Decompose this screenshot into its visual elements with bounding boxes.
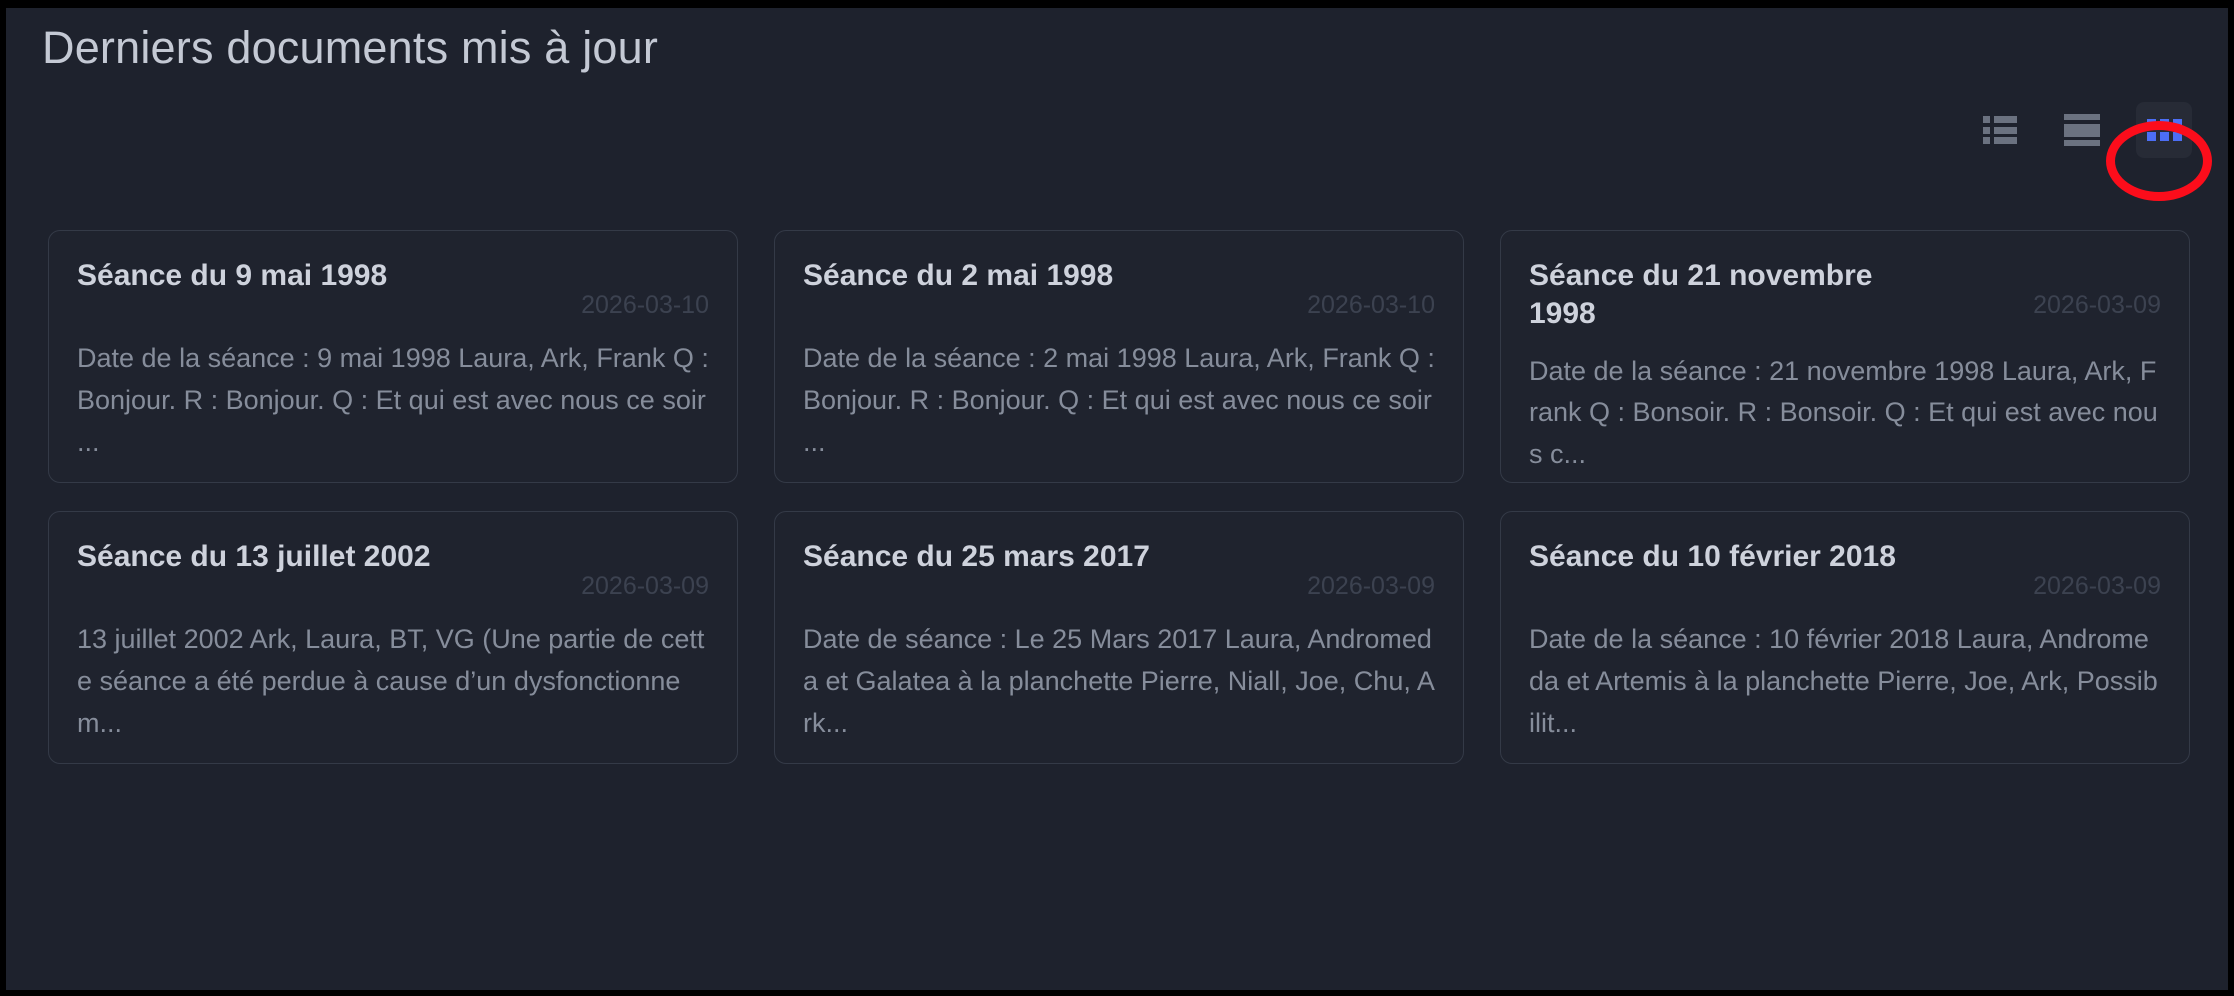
document-date: 2026-03-10 [1307,291,1435,319]
document-card[interactable]: Séance du 25 mars 2017 2026-03-09 Date d… [774,511,1464,764]
document-date: 2026-03-09 [1307,572,1435,600]
card-header: Séance du 10 février 2018 2026-03-09 [1529,538,2161,601]
document-title: Séance du 21 novembre 1998 [1529,259,1873,330]
document-date: 2026-03-09 [581,572,709,600]
card-header: Séance du 9 mai 1998 2026-03-10 [77,257,709,320]
card-header: Séance du 13 juillet 2002 2026-03-09 [77,538,709,601]
document-title: Séance du 2 mai 1998 [803,259,1114,292]
document-excerpt: Date de la séance : 21 novembre 1998 Lau… [1529,355,2158,470]
document-card[interactable]: Séance du 13 juillet 2002 2026-03-09 13 … [48,511,738,764]
card-header: Séance du 25 mars 2017 2026-03-09 [803,538,1435,601]
document-excerpt: 13 juillet 2002 Ark, Laura, BT, VG (Une … [77,624,705,738]
view-mode-grid-button[interactable] [2136,102,2192,158]
document-excerpt: Date de séance : Le 25 Mars 2017 Laura, … [803,624,1435,738]
document-excerpt: Date de la séance : 9 mai 1998 Laura, Ar… [77,343,709,457]
document-excerpt: Date de la séance : 2 mai 1998 Laura, Ar… [803,343,1435,457]
card-header: Séance du 2 mai 1998 2026-03-10 [803,257,1435,320]
list-bullets-icon [1983,116,2017,144]
grid-icon [2146,119,2182,141]
document-title: Séance du 25 mars 2017 [803,540,1150,573]
card-header: Séance du 21 novembre 1998 2026-03-09 [1529,257,2161,333]
page-title: Derniers documents mis à jour [42,22,659,73]
document-date: 2026-03-09 [2033,572,2161,600]
view-mode-toolbar [1972,102,2192,158]
document-card-grid: Séance du 9 mai 1998 2026-03-10 Date de … [48,230,2190,764]
document-title: Séance du 9 mai 1998 [77,259,388,292]
compact-list-icon [2064,114,2100,146]
view-mode-list-button[interactable] [1972,102,2028,158]
document-date: 2026-03-09 [2033,291,2161,319]
document-excerpt: Date de la séance : 10 février 2018 Laur… [1529,624,2158,738]
document-title: Séance du 13 juillet 2002 [77,540,431,573]
document-card[interactable]: Séance du 10 février 2018 2026-03-09 Dat… [1500,511,2190,764]
document-card[interactable]: Séance du 21 novembre 1998 2026-03-09 Da… [1500,230,2190,483]
document-date: 2026-03-10 [581,291,709,319]
document-card[interactable]: Séance du 2 mai 1998 2026-03-10 Date de … [774,230,1464,483]
document-title: Séance du 10 février 2018 [1529,540,1896,573]
documents-panel: Derniers documents mis à jour [6,8,2228,990]
document-card[interactable]: Séance du 9 mai 1998 2026-03-10 Date de … [48,230,738,483]
view-mode-compact-button[interactable] [2054,102,2110,158]
